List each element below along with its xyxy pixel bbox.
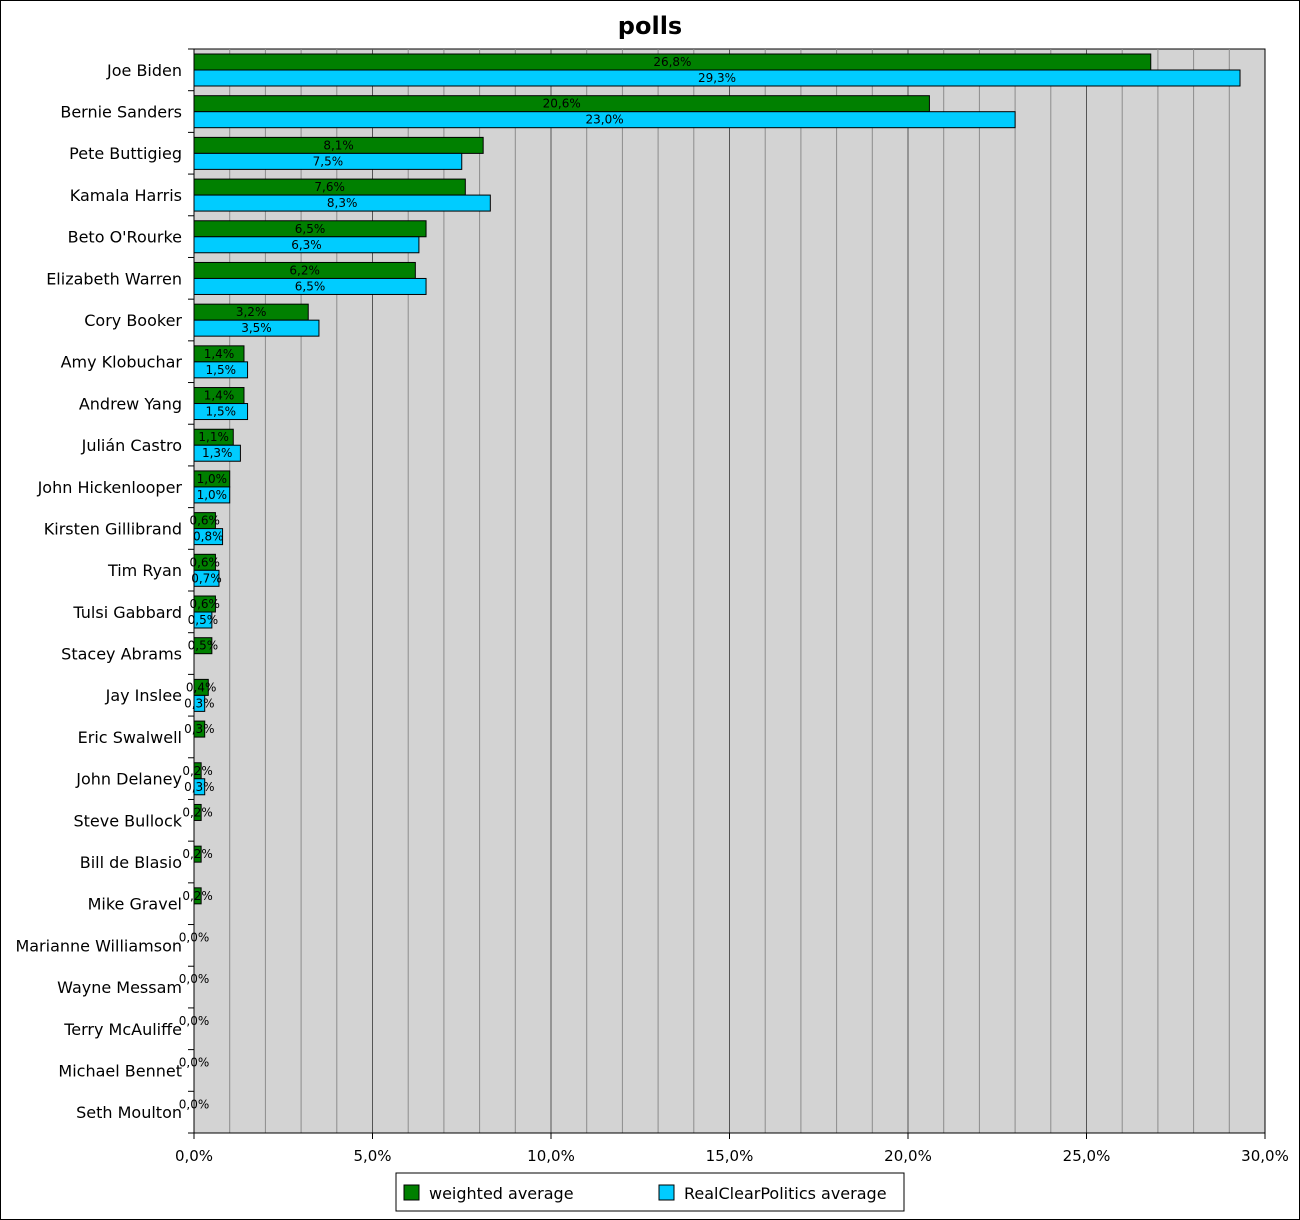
data-label-kamala-harris-realclearpolitics-average: 8,3% [327,196,358,210]
bars [193,53,1241,905]
data-label-julian-castro-realclearpolitics-average: 1,3% [202,446,233,460]
data-label-pete-buttigieg-realclearpolitics-average: 7,5% [313,154,344,168]
data-label-julian-castro-weighted-average: 1,1% [198,430,229,444]
legend-swatch-weighted-average [403,1184,420,1201]
data-label-steve-bullock-weighted-average: 0,2% [182,805,213,819]
x-tick-label: 20,0% [884,1147,932,1165]
data-label-tulsi-gabbard-realclearpolitics-average: 0,5% [188,613,219,627]
category-label-mike-gravel: Mike Gravel [88,895,182,914]
category-label-michael-bennet: Michael Bennet [58,1061,182,1080]
category-label-eric-swalwell: Eric Swalwell [78,728,182,747]
legend-label-realclearpolitics-average: RealClearPolitics average [684,1184,887,1203]
category-label-bill-de-blasio: Bill de Blasio [80,853,182,872]
data-label-kamala-harris-weighted-average: 7,6% [314,180,345,194]
x-tick-label: 25,0% [1063,1147,1111,1165]
category-label-tim-ryan: Tim Ryan [107,561,182,580]
data-labels: 26,8%29,3%20,6%23,0%8,1%7,5%7,6%8,3%6,5%… [179,55,736,1111]
data-label-john-hickenlooper-realclearpolitics-average: 1,0% [197,488,228,502]
x-axis-ticks: 0,0% 5,0% 10,0% 15,0% 20,0% 25,0% 30,0% [175,1133,1289,1165]
data-label-mike-gravel-weighted-average: 0,2% [182,889,213,903]
data-label-beto-o-rourke-realclearpolitics-average: 6,3% [291,238,322,252]
category-label-julian-castro: Julián Castro [81,436,182,455]
data-label-andrew-yang-realclearpolitics-average: 1,5% [206,405,237,419]
legend-swatch-realclearpolitics-average [658,1184,675,1201]
data-label-jay-inslee-weighted-average: 0,4% [186,680,217,694]
data-label-kirsten-gillibrand-realclearpolitics-average: 0,8% [193,530,224,544]
x-tick-label: 5,0% [353,1147,391,1165]
category-label-john-delaney: John Delaney [75,770,182,789]
data-label-cory-booker-weighted-average: 3,2% [236,305,267,319]
category-label-kirsten-gillibrand: Kirsten Gillibrand [44,519,182,538]
data-label-stacey-abrams-weighted-average: 0,5% [188,639,219,653]
category-label-stacey-abrams: Stacey Abrams [61,645,182,664]
category-label-cory-booker: Cory Booker [84,311,182,330]
category-label-jay-inslee: Jay Inslee [105,686,182,705]
data-label-pete-buttigieg-weighted-average: 8,1% [323,138,354,152]
category-label-terry-mcauliffe: Terry McAuliffe [63,1020,182,1039]
data-label-bernie-sanders-weighted-average: 20,6% [543,97,581,111]
data-label-beto-o-rourke-weighted-average: 6,5% [295,222,326,236]
category-label-seth-moulton: Seth Moulton [76,1103,182,1122]
data-label-john-hickenlooper-weighted-average: 1,0% [197,472,228,486]
data-label-eric-swalwell-weighted-average: 0,3% [184,722,215,736]
x-tick-label: 10,0% [527,1147,575,1165]
category-label-john-hickenlooper: John Hickenlooper [37,478,183,497]
data-label-elizabeth-warren-realclearpolitics-average: 6,5% [295,279,326,293]
data-label-jay-inslee-realclearpolitics-average: 0,3% [184,696,215,710]
category-label-kamala-harris: Kamala Harris [70,186,182,205]
legend: weighted average RealClearPolitics avera… [395,1172,905,1212]
category-label-wayne-messam: Wayne Messam [57,978,182,997]
data-label-tulsi-gabbard-weighted-average: 0,6% [189,597,220,611]
data-label-amy-klobuchar-realclearpolitics-average: 1,5% [206,363,237,377]
data-label-bill-de-blasio-weighted-average: 0,2% [182,847,213,861]
data-label-joe-biden-weighted-average: 26,8% [653,55,691,69]
data-label-tim-ryan-weighted-average: 0,6% [189,555,220,569]
data-label-elizabeth-warren-weighted-average: 6,2% [289,263,320,277]
category-label-marianne-williamson: Marianne Williamson [15,936,182,955]
x-tick-label: 15,0% [706,1147,754,1165]
legend-box [395,1172,905,1212]
data-label-joe-biden-realclearpolitics-average: 29,3% [698,71,736,85]
category-labels: Joe Biden Bernie Sanders Pete Buttigieg Kam… [15,48,194,1134]
category-label-joe-biden: Joe Biden [106,61,182,80]
data-label-john-delaney-realclearpolitics-average: 0,3% [184,780,215,794]
data-label-john-delaney-weighted-average: 0,2% [182,764,213,778]
category-label-steve-bullock: Steve Bullock [73,811,182,830]
category-label-amy-klobuchar: Amy Klobuchar [61,353,183,372]
category-label-andrew-yang: Andrew Yang [79,394,182,413]
legend-label-weighted-average: weighted average [429,1184,574,1203]
category-label-tulsi-gabbard: Tulsi Gabbard [72,603,182,622]
category-label-elizabeth-warren: Elizabeth Warren [46,269,182,288]
grid-lines [229,49,1230,1133]
x-tick-label: 0,0% [175,1147,213,1165]
data-label-kirsten-gillibrand-weighted-average: 0,6% [189,514,220,528]
data-label-cory-booker-realclearpolitics-average: 3,5% [241,321,272,335]
data-label-amy-klobuchar-weighted-average: 1,4% [204,347,235,361]
x-tick-label: 30,0% [1241,1147,1289,1165]
category-label-beto-o-rourke: Beto O'Rourke [68,228,182,247]
category-label-pete-buttigieg: Pete Buttigieg [69,144,182,163]
data-label-tim-ryan-realclearpolitics-average: 0,7% [191,571,222,585]
chart-title: polls [618,12,682,40]
category-label-bernie-sanders: Bernie Sanders [60,103,182,122]
data-label-andrew-yang-weighted-average: 1,4% [204,389,235,403]
data-label-bernie-sanders-realclearpolitics-average: 23,0% [585,113,623,127]
